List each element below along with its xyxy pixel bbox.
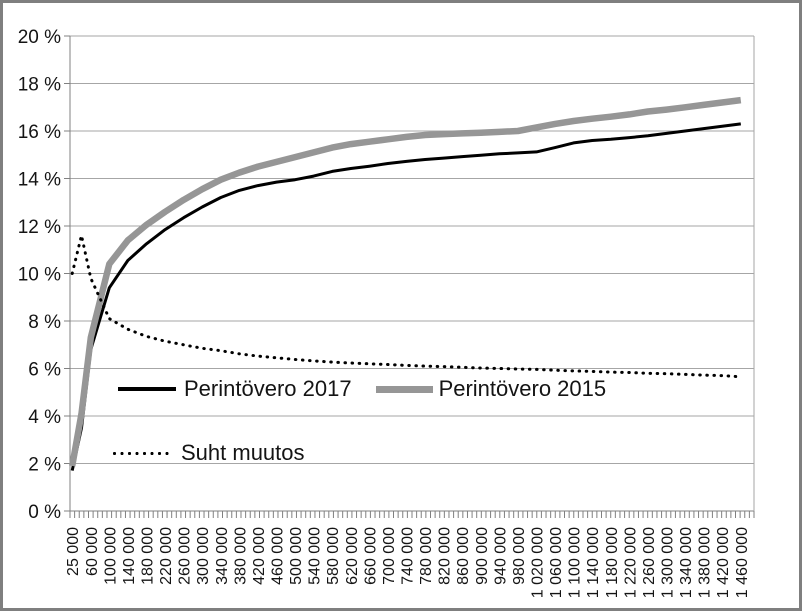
y-tick-label-6: 6 % (28, 360, 61, 381)
x-tick-label-900000: 900 000 (474, 527, 491, 585)
y-tick-label-16: 16 % (18, 122, 61, 143)
legend-label-perintovero-2015: Perintövero 2015 (438, 376, 607, 401)
x-tick-label-180000: 180 000 (139, 527, 156, 585)
series-line-2 (70, 234, 743, 379)
x-tick-label-1060000: 1 060 000 (548, 527, 565, 598)
x-tick-label-1020000: 1 020 000 (530, 527, 547, 598)
y-tick-label-10: 10 % (18, 265, 61, 286)
x-tick-label-1300000: 1 300 000 (660, 527, 677, 598)
x-tick-label-500000: 500 000 (288, 527, 305, 585)
x-tick-label-1420000: 1 420 000 (715, 527, 732, 598)
x-tick-label-60000: 60 000 (84, 527, 101, 576)
x-tick-label-1340000: 1 340 000 (678, 527, 695, 598)
x-tick-label-340000: 340 000 (214, 527, 231, 585)
x-tick-label-1220000: 1 220 000 (622, 527, 639, 598)
x-tick-label-780000: 780 000 (418, 527, 435, 585)
y-tick-label-2: 2 % (28, 455, 61, 476)
x-tick-label-620000: 620 000 (344, 527, 361, 585)
x-tick-label-540000: 540 000 (307, 527, 324, 585)
x-tick-label-1460000: 1 460 000 (734, 527, 751, 598)
y-tick-label-12: 12 % (18, 217, 61, 238)
legend-label-suht-muutos: Suht muutos (181, 440, 305, 465)
x-tick-label-860000: 860 000 (455, 527, 472, 585)
x-tick-label-1180000: 1 180 000 (604, 527, 621, 598)
x-tick-label-1260000: 1 260 000 (641, 527, 658, 598)
legend-label-perintovero-2017: Perintövero 2017 (184, 376, 352, 401)
x-tick-label-260000: 260 000 (177, 527, 194, 585)
legend-line-2017-icon (118, 387, 176, 391)
x-tick-label-460000: 460 000 (269, 527, 286, 585)
series-line-0 (70, 122, 741, 471)
y-tick-label-8: 8 % (28, 312, 61, 333)
y-tick-label-18: 18 % (18, 75, 61, 96)
x-tick-label-1380000: 1 380 000 (697, 527, 714, 598)
y-tick-label-20: 20 % (18, 27, 61, 48)
x-tick-label-740000: 740 000 (399, 527, 416, 585)
x-tick-label-700000: 700 000 (381, 527, 398, 585)
x-tick-label-580000: 580 000 (325, 527, 342, 585)
x-tick-label-1140000: 1 140 000 (585, 527, 602, 598)
x-tick-label-420000: 420 000 (251, 527, 268, 585)
x-tick-label-980000: 980 000 (511, 527, 528, 585)
x-tick-label-300000: 300 000 (195, 527, 212, 585)
x-tick-label-220000: 220 000 (158, 527, 175, 585)
x-tick-label-100000: 100 000 (102, 527, 119, 585)
legend-row-2: Suht muutos (113, 439, 305, 467)
x-tick-label-660000: 660 000 (362, 527, 379, 585)
legend-line-2015-icon (375, 385, 433, 393)
series-line-1 (69, 96, 742, 467)
legend-line-suht-muutos-icon (113, 451, 169, 455)
y-tick-label-4: 4 % (28, 407, 61, 428)
x-tick-label-380000: 380 000 (232, 527, 249, 585)
legend-row-1: Perintövero 2017 Perintövero 2015 (118, 374, 606, 404)
y-tick-label-14: 14 % (18, 170, 61, 191)
x-tick-label-940000: 940 000 (492, 527, 509, 585)
x-tick-label-25000: 25 000 (65, 527, 82, 576)
x-tick-label-1100000: 1 100 000 (567, 527, 584, 598)
x-tick-label-140000: 140 000 (121, 527, 138, 585)
line-chart: 0 % 2 % 4 % 6 % 8 % 10 % 12 % 14 % 16 % 18 % 20 % 2… (18, 27, 755, 598)
y-tick-label-0: 0 % (28, 502, 61, 523)
x-tick-label-820000: 820 000 (437, 527, 454, 585)
